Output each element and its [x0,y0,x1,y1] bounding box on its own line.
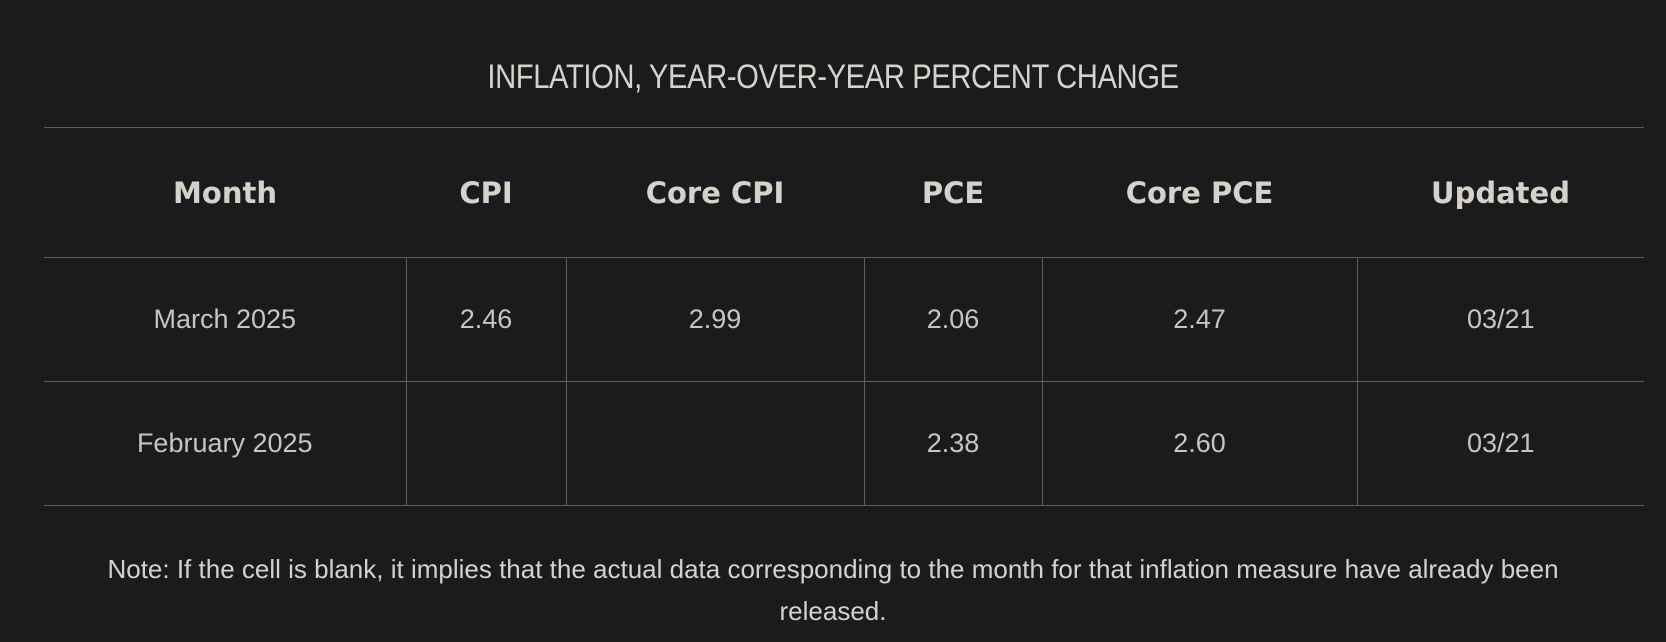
column-header-cpi: CPI [459,175,513,210]
cell-core-cpi: 2.99 [565,257,864,382]
column-header-pce: PCE [921,175,985,210]
cell-pce: 2.06 [863,257,1042,382]
inflation-table: Month CPI Core CPI PCE Core PCE Updated … [44,127,1644,506]
cell-cpi [405,381,566,506]
table-row: March 2025 2.46 2.99 2.06 2.47 03/21 [44,257,1644,382]
cell-month: March 2025 [153,304,297,334]
cell-cpi: 2.46 [405,257,566,382]
cell-pce: 2.38 [863,381,1042,506]
table-title: INFLATION, YEAR-OVER-YEAR PERCENT CHANGE [487,58,1179,96]
cell-updated: 03/21 [1356,257,1644,382]
cell-core-pce: 2.60 [1041,381,1357,506]
column-header-month: Month [173,175,277,210]
cell-core-pce: 2.47 [1041,257,1357,382]
table-footnote: Note: If the cell is blank, it implies t… [107,554,1559,626]
cell-updated: 03/21 [1356,381,1644,506]
table-header-row: Month CPI Core CPI PCE Core PCE Updated [44,127,1644,258]
column-header-core-pce: Core PCE [1125,175,1274,210]
cell-month: February 2025 [136,428,313,458]
column-header-core-cpi: Core CPI [645,175,785,210]
column-header-updated: Updated [1431,175,1570,210]
cell-core-cpi [565,381,864,506]
table-row: February 2025 2.38 2.60 03/21 [44,381,1644,506]
